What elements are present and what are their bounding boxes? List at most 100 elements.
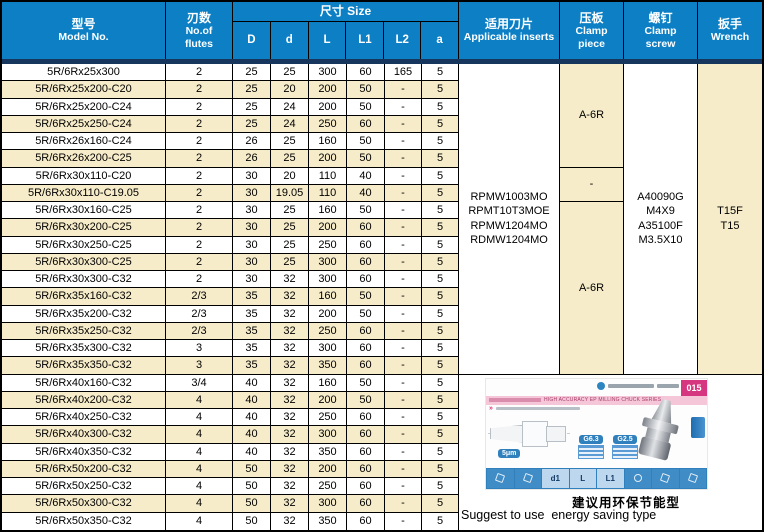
l2-cell: - [385, 512, 422, 530]
flutes-cell: 4 [166, 478, 233, 495]
strip-label-d1: d1 [542, 468, 569, 488]
flutes-cell: 4 [166, 495, 233, 512]
d-capital-cell: 30 [233, 202, 271, 219]
ring-icon [633, 474, 642, 483]
screw-line: A40090G [637, 190, 684, 203]
header-wrench: 扳手 Wrench [698, 2, 762, 59]
header-wrench-zh: 扳手 [717, 17, 742, 31]
d-cell: 32 [271, 340, 309, 357]
promo-area: 015 HIGH ACCURACY EP MILLING CHUCK SERIE… [459, 374, 762, 530]
drawing-shape [546, 425, 566, 442]
flutes-cell: 2 [166, 133, 233, 150]
d-capital-cell: 50 [233, 495, 271, 512]
a-cell: 5 [422, 460, 459, 477]
a-cell: 5 [422, 253, 459, 270]
header-clamp-piece: 压板 Clamp piece [560, 2, 624, 59]
series-title-strip: HIGH ACCURACY EP MILLING CHUCK SERIES [486, 395, 707, 405]
header-col-L1: L1 [346, 22, 385, 59]
l1-cell: 60 [347, 219, 385, 236]
l1-cell: 40 [347, 167, 385, 184]
flutes-cell: 2 [166, 81, 233, 98]
strip-icon-cell [652, 468, 679, 488]
l1-cell: 60 [347, 236, 385, 253]
d-capital-cell: 40 [233, 426, 271, 443]
drawing-shape [490, 424, 524, 443]
table-row: 5R/6Rx50x300-C32 4 50 32 300 60-5 [2, 495, 459, 513]
l2-cell: - [385, 271, 422, 288]
l1-cell: 50 [347, 150, 385, 167]
l-cell: 160 [309, 202, 347, 219]
l1-cell: 50 [347, 391, 385, 408]
model-cell: 5R/6Rx50x300-C32 [2, 495, 166, 512]
l2-cell: - [385, 357, 422, 374]
header-clamp-screw: 螺钉 Clamp screw [624, 2, 698, 59]
d-capital-cell: 35 [233, 305, 271, 322]
l2-cell: - [385, 305, 422, 322]
d-cell: 19.05 [271, 184, 309, 201]
header-clamp-zh: 压板 [579, 10, 604, 25]
d-capital-cell: 30 [233, 271, 271, 288]
table-row: 5R/6Rx40x250-C32 4 40 32 250 60-5 [2, 409, 459, 427]
strip-icon-cell [514, 468, 541, 488]
l-cell: 350 [309, 443, 347, 460]
flutes-cell: 4 [166, 426, 233, 443]
d-cell: 32 [271, 271, 309, 288]
gauge-g25: G2.5 [612, 434, 638, 459]
d-cell: 32 [271, 374, 309, 391]
clamp-screw-cell: A40090G M4X9 A35100F M3.5X10 [624, 64, 698, 374]
l-cell: 160 [309, 288, 347, 305]
table-row: 5R/6Rx26x160-C24 2 26 25 160 50-5 [2, 133, 459, 151]
thumbnail-logo-row: 015 [486, 379, 707, 396]
l2-cell: - [385, 253, 422, 270]
d-capital-cell: 35 [233, 322, 271, 339]
suggest-text-en: Suggest to use energy saving type [461, 507, 657, 522]
l2-cell: - [385, 374, 422, 391]
l1-cell: 60 [347, 495, 385, 512]
d-cell: 20 [271, 81, 309, 98]
mini-spec-table [612, 444, 638, 459]
header-col-L2: L2 [384, 22, 422, 59]
table-row: 5R/6Rx30x160-C25 2 30 25 160 50-5 [2, 202, 459, 220]
suggest-text-zh: 建议用环保节能型 [571, 495, 680, 510]
technical-drawing [488, 417, 570, 451]
d-capital-cell: 26 [233, 133, 271, 150]
d-cell: 25 [271, 219, 309, 236]
l-cell: 350 [309, 357, 347, 374]
flutes-cell: 2 [166, 253, 233, 270]
l-cell: 200 [309, 460, 347, 477]
header-flutes-zh: 刃数 [186, 10, 211, 25]
clamp-piece-column: A-6R - A-6R [560, 64, 624, 374]
header-flutes-en2: flutes [184, 37, 213, 50]
gauge-g63: G6.3 [578, 434, 604, 459]
wrench-icon [660, 473, 671, 484]
thumbnail-body: 5μm G6.3 G2.5 [486, 413, 707, 469]
l1-cell: 60 [347, 115, 385, 132]
d-cell: 32 [271, 288, 309, 305]
l2-cell: - [385, 115, 422, 132]
header-flutes-en1: No.of [185, 25, 213, 38]
model-cell: 5R/6Rx40x160-C32 [2, 374, 166, 391]
insert-line: RPMW1204MO [470, 219, 548, 232]
d-capital-cell: 26 [233, 150, 271, 167]
d-cell: 32 [271, 305, 309, 322]
header-col-d: d [271, 22, 309, 59]
l-cell: 300 [309, 426, 347, 443]
strip-label-L1: L1 [597, 468, 624, 488]
flutes-cell: 2 [166, 64, 233, 81]
page-tab [691, 416, 705, 438]
d-cell: 25 [271, 64, 309, 81]
strip-label-L: L [569, 468, 596, 488]
micro-text-placeholder [489, 398, 541, 403]
balance-badges: G6.3 G2.5 [578, 434, 638, 459]
header-screw-en2: screw [645, 37, 676, 50]
l1-cell: 60 [347, 322, 385, 339]
d-cell: 25 [271, 133, 309, 150]
table-row: 5R/6Rx40x160-C32 3/4 40 32 160 50-5 [2, 374, 459, 392]
d-capital-cell: 30 [233, 236, 271, 253]
l1-cell: 60 [347, 409, 385, 426]
table-row: 5R/6Rx35x200-C32 2/3 35 32 200 50-5 [2, 305, 459, 323]
model-cell: 5R/6Rx26x160-C24 [2, 133, 166, 150]
screw-line: A35100F [638, 219, 683, 232]
d-capital-cell: 30 [233, 167, 271, 184]
d-capital-cell: 40 [233, 391, 271, 408]
